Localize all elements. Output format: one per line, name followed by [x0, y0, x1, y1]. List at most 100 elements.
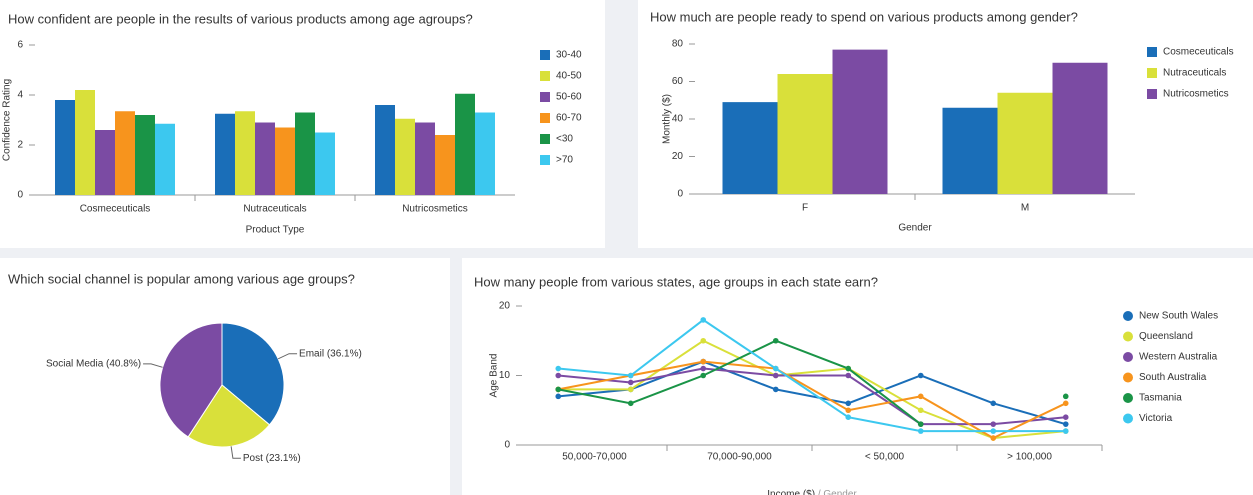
point: [772, 386, 779, 393]
legend-swatch: [540, 113, 550, 123]
point: [917, 372, 924, 379]
x-group-label: 70,000-90,000: [707, 452, 772, 463]
legend-swatch: [540, 50, 550, 60]
legend-swatch: [1147, 47, 1157, 57]
pie-label: Social Media (40.8%): [46, 359, 141, 370]
legend-label: Cosmeceuticals: [1163, 47, 1234, 58]
point: [990, 400, 997, 407]
bar: [1052, 62, 1108, 194]
legend-swatch: [540, 92, 550, 102]
x-axis-label-main: Income ($): [767, 489, 815, 495]
bar: [997, 92, 1053, 194]
pie-label: Post (23.1%): [243, 453, 301, 464]
legend-label: <30: [556, 134, 573, 145]
legend-swatch: [1123, 413, 1133, 424]
point: [990, 435, 997, 441]
line: [558, 318, 1066, 433]
point: [700, 317, 707, 323]
point: [700, 372, 707, 379]
point: [845, 400, 852, 407]
bar: [722, 102, 778, 194]
y-tick-label: 0: [17, 190, 23, 201]
point: [555, 365, 562, 372]
bar: [255, 122, 275, 195]
point: [917, 421, 924, 427]
legend-label: South Australia: [1139, 372, 1207, 383]
y-tick-label: 10: [499, 370, 511, 381]
legend-swatch: [540, 134, 550, 144]
x-axis-label: Product Type: [246, 225, 305, 236]
x-group-label: > 100,000: [1007, 452, 1052, 463]
point: [917, 407, 924, 414]
bar: [455, 93, 475, 195]
legend-swatch: [1147, 89, 1157, 99]
bar: [475, 112, 495, 195]
bar: [375, 105, 395, 195]
y-tick-label: 2: [17, 140, 23, 151]
legend-label: New South Wales: [1139, 311, 1218, 322]
legend-label: 50-60: [556, 92, 582, 103]
point: [1062, 421, 1069, 427]
point: [845, 407, 852, 414]
x-group-label: 50,000-70,000: [562, 452, 627, 463]
legend-label: 30-40: [556, 50, 582, 61]
bar: [95, 130, 115, 195]
bar: [135, 115, 155, 195]
x-group-label: < 50,000: [865, 452, 905, 463]
bar: [235, 111, 255, 195]
legend-label: Nutraceuticals: [1163, 68, 1226, 79]
y-tick-label: 0: [677, 189, 683, 200]
point: [1062, 414, 1069, 421]
bar: [75, 90, 95, 195]
y-tick-label: 80: [672, 39, 684, 50]
bar: [832, 49, 888, 194]
bar: [777, 74, 833, 194]
x-tick-label: Cosmeceuticals: [80, 204, 151, 215]
point: [990, 428, 997, 434]
point: [627, 379, 634, 386]
leader-line: [143, 363, 163, 368]
line: [558, 360, 1067, 426]
point: [845, 372, 852, 379]
chart-title: How confident are people in the results …: [8, 11, 473, 26]
y-axis-label: Confidence Rating: [2, 79, 13, 161]
bar: [275, 127, 295, 195]
x-axis-label-secondary: / Gender: [818, 489, 858, 495]
bar: [295, 112, 315, 195]
bar: [315, 132, 335, 195]
legend-label: Tasmania: [1139, 393, 1182, 404]
x-tick-label: Nutraceuticals: [243, 204, 306, 215]
pie-label: Email (36.1%): [299, 348, 362, 359]
y-tick-label: 60: [672, 76, 684, 87]
point: [845, 414, 852, 421]
leader-line: [230, 446, 241, 459]
legend-swatch: [540, 71, 550, 81]
legend-swatch: [1147, 68, 1157, 78]
y-tick-label: 0: [504, 440, 510, 451]
x-tick-label: M: [1021, 203, 1029, 214]
y-axis-label: Monthly ($): [662, 94, 673, 144]
x-axis-label: Income ($) / Gender: [767, 489, 857, 495]
legend-label: 60-70: [556, 113, 582, 124]
y-tick-label: 20: [672, 151, 684, 162]
leader-line: [277, 353, 298, 360]
legend-swatch: [1123, 331, 1133, 342]
point: [627, 372, 634, 379]
chart-title: How much are people ready to spend on va…: [650, 9, 1078, 24]
bar: [55, 100, 75, 195]
point: [700, 365, 707, 372]
bar: [395, 118, 415, 195]
point: [555, 393, 562, 400]
legend-label: Western Australia: [1139, 352, 1218, 363]
y-axis-label: Age Band: [489, 354, 500, 398]
point: [917, 428, 924, 434]
point: [1062, 428, 1069, 434]
y-tick-label: 20: [499, 301, 511, 312]
point: [700, 358, 707, 365]
x-tick-label: Nutricosmetics: [402, 204, 468, 215]
line: [558, 367, 1066, 426]
point: [845, 365, 852, 372]
legend-label: Queensland: [1139, 331, 1193, 342]
bar: [215, 113, 235, 195]
